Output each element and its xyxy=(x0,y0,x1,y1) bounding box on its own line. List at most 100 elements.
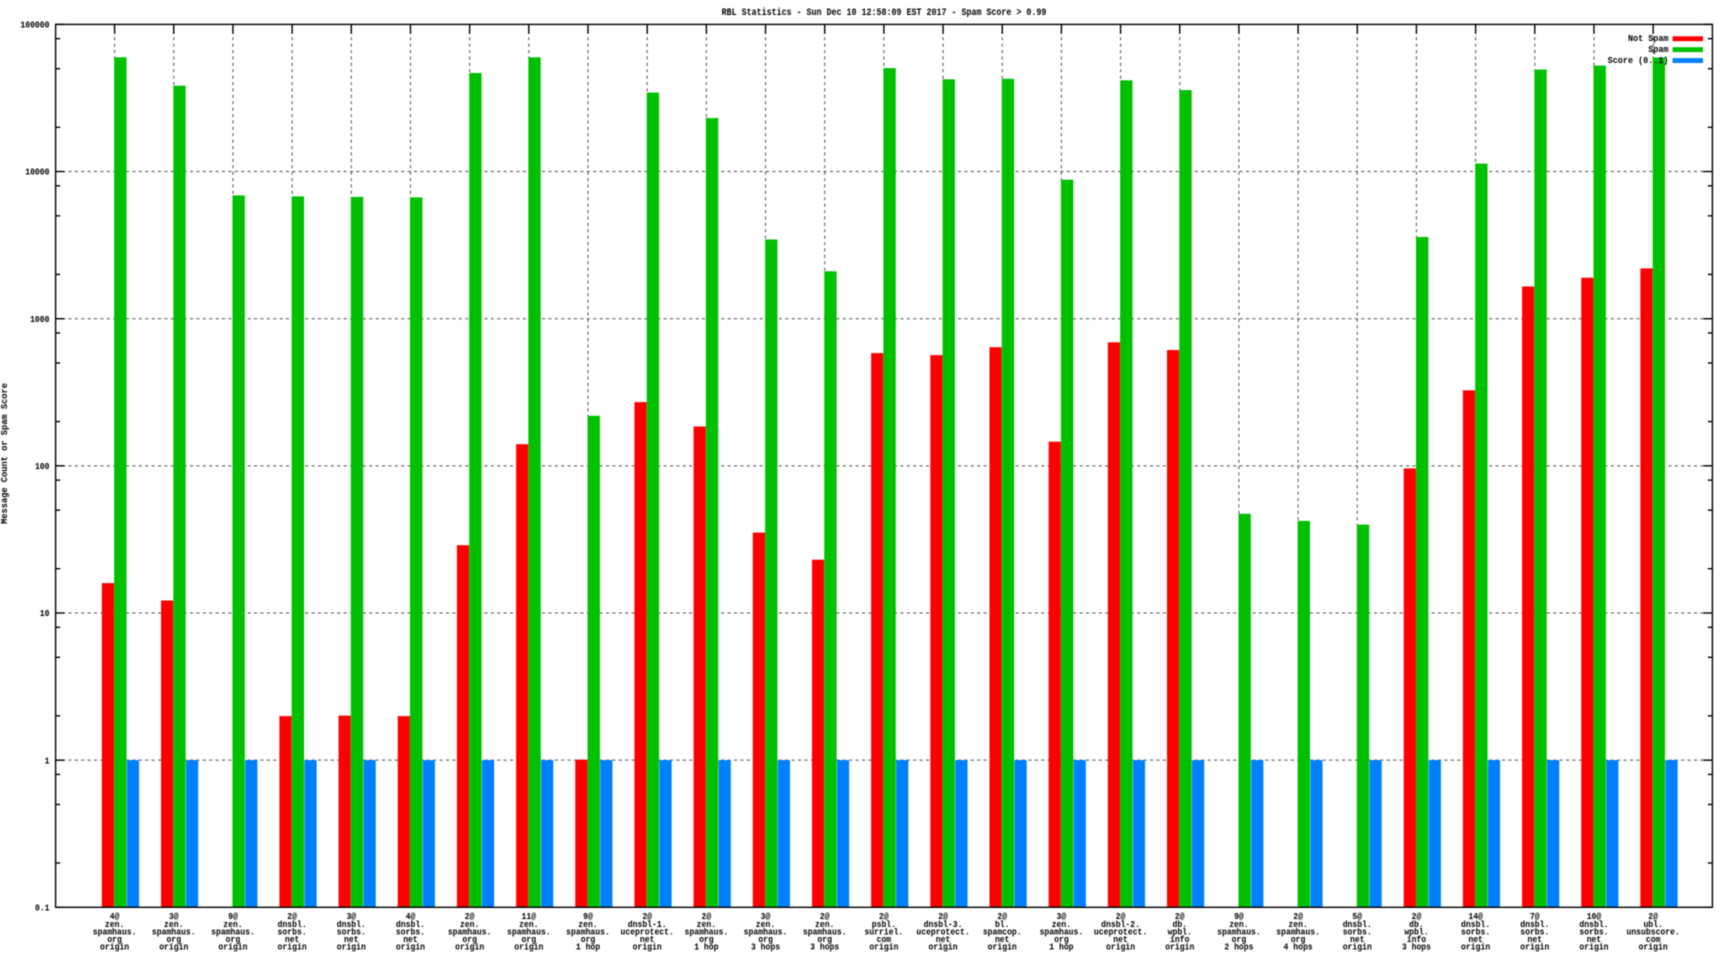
svg-text:spamhaus.: spamhaus. xyxy=(93,927,137,938)
svg-text:origin: origin xyxy=(1165,942,1194,953)
svg-text:1 hop: 1 hop xyxy=(694,942,718,953)
svg-text:10000: 10000 xyxy=(25,167,49,178)
svg-text:net: net xyxy=(995,935,1010,946)
svg-text:1000: 1000 xyxy=(30,314,49,325)
svg-text:dnsbl.: dnsbl. xyxy=(1461,919,1490,930)
svg-text:3@: 3@ xyxy=(761,912,771,923)
svg-text:psbl.: psbl. xyxy=(872,919,896,930)
svg-text:spamhaus.: spamhaus. xyxy=(1217,927,1261,938)
svg-text:2@: 2@ xyxy=(997,912,1007,923)
svg-text:zen.: zen. xyxy=(1229,919,1248,930)
svg-text:zen.: zen. xyxy=(756,919,775,930)
svg-text:14@: 14@ xyxy=(1468,912,1483,923)
svg-text:4@: 4@ xyxy=(110,912,120,923)
svg-text:zen.: zen. xyxy=(223,919,242,930)
svg-text:4@: 4@ xyxy=(406,912,416,923)
svg-text:3@: 3@ xyxy=(1057,912,1067,923)
svg-text:db.: db. xyxy=(1409,919,1424,930)
svg-text:ubl.: ubl. xyxy=(1643,919,1662,930)
svg-text:dnsbl-1.: dnsbl-1. xyxy=(628,919,667,930)
svg-text:origin: origin xyxy=(928,942,957,953)
svg-text:1: 1 xyxy=(45,756,50,767)
svg-text:sorbs.: sorbs. xyxy=(396,927,425,938)
svg-text:sorbs.: sorbs. xyxy=(1461,927,1490,938)
svg-text:uceprotect.: uceprotect. xyxy=(916,927,969,938)
svg-text:sorbs.: sorbs. xyxy=(1579,927,1608,938)
svg-text:wpbl.: wpbl. xyxy=(1168,927,1192,938)
svg-text:uceprotect.: uceprotect. xyxy=(1094,927,1147,938)
svg-text:wpbl.: wpbl. xyxy=(1404,927,1428,938)
svg-text:3@: 3@ xyxy=(346,912,356,923)
svg-text:5@: 5@ xyxy=(1352,912,1362,923)
svg-text:zen.: zen. xyxy=(519,919,538,930)
svg-text:zen.: zen. xyxy=(578,919,597,930)
svg-text:net: net xyxy=(344,935,359,946)
svg-text:dnsbl.: dnsbl. xyxy=(1343,919,1372,930)
svg-text:2@: 2@ xyxy=(1175,912,1185,923)
svg-text:10: 10 xyxy=(40,609,50,620)
svg-text:RBL Statistics - Sun Dec 10 12: RBL Statistics - Sun Dec 10 12:58:09 EST… xyxy=(722,6,1047,18)
svg-text:2@: 2@ xyxy=(1412,912,1422,923)
svg-text:spamhaus.: spamhaus. xyxy=(507,927,551,938)
svg-text:3 hops: 3 hops xyxy=(1402,942,1431,953)
svg-text:org: org xyxy=(462,935,477,946)
svg-text:info: info xyxy=(1170,935,1189,946)
svg-text:com: com xyxy=(1646,935,1661,946)
svg-text:Message Count or Spam Score: Message Count or Spam Score xyxy=(0,383,10,524)
svg-text:spamhaus.: spamhaus. xyxy=(685,927,729,938)
svg-text:origin: origin xyxy=(100,942,129,953)
svg-text:org: org xyxy=(107,935,122,946)
svg-text:9@: 9@ xyxy=(583,912,593,923)
svg-text:net: net xyxy=(936,935,951,946)
svg-text:origin: origin xyxy=(1106,942,1135,953)
svg-text:0.1: 0.1 xyxy=(35,903,50,914)
svg-text:net: net xyxy=(1350,935,1365,946)
svg-text:2@: 2@ xyxy=(938,912,948,923)
svg-text:Not Spam: Not Spam xyxy=(1628,34,1669,44)
svg-text:2 hops: 2 hops xyxy=(1224,942,1253,953)
svg-text:origin: origin xyxy=(218,942,247,953)
svg-text:dnsbl-3.: dnsbl-3. xyxy=(924,919,963,930)
svg-text:surriel.: surriel. xyxy=(864,927,903,938)
svg-text:spamhaus.: spamhaus. xyxy=(152,927,196,938)
svg-text:info: info xyxy=(1407,935,1426,946)
svg-text:origin: origin xyxy=(278,942,307,953)
svg-text:org: org xyxy=(1291,935,1306,946)
svg-text:zen.: zen. xyxy=(105,919,124,930)
svg-text:dnsbl.: dnsbl. xyxy=(337,919,366,930)
svg-text:net: net xyxy=(285,935,300,946)
svg-text:zen.: zen. xyxy=(1052,919,1071,930)
svg-text:2@: 2@ xyxy=(820,912,830,923)
svg-text:2@: 2@ xyxy=(1116,912,1126,923)
svg-text:db.: db. xyxy=(1172,919,1187,930)
svg-text:3 hops: 3 hops xyxy=(751,942,780,953)
svg-text:1 hop: 1 hop xyxy=(576,942,600,953)
svg-text:9@: 9@ xyxy=(228,912,238,923)
svg-text:origin: origin xyxy=(1639,942,1668,953)
svg-text:10@: 10@ xyxy=(1587,912,1602,923)
svg-text:origin: origin xyxy=(337,942,366,953)
svg-text:dnsbl.: dnsbl. xyxy=(1520,919,1549,930)
svg-text:origin: origin xyxy=(159,942,188,953)
svg-text:3@: 3@ xyxy=(169,912,179,923)
svg-text:origin: origin xyxy=(455,942,484,953)
svg-text:org: org xyxy=(166,935,181,946)
svg-text:2@: 2@ xyxy=(287,912,297,923)
svg-text:net: net xyxy=(1113,935,1128,946)
svg-text:Spam: Spam xyxy=(1648,45,1668,55)
svg-text:org: org xyxy=(758,935,773,946)
svg-text:spamhaus.: spamhaus. xyxy=(1040,927,1084,938)
svg-text:com: com xyxy=(877,935,892,946)
svg-text:2@: 2@ xyxy=(465,912,475,923)
svg-text:net: net xyxy=(1468,935,1483,946)
svg-text:spamhaus.: spamhaus. xyxy=(1276,927,1320,938)
svg-text:origin: origin xyxy=(1520,942,1549,953)
svg-text:org: org xyxy=(817,935,832,946)
svg-text:spamhaus.: spamhaus. xyxy=(803,927,847,938)
svg-text:zen.: zen. xyxy=(697,919,716,930)
svg-text:2@: 2@ xyxy=(642,912,652,923)
svg-text:org: org xyxy=(1232,935,1247,946)
svg-text:unsubscore.: unsubscore. xyxy=(1626,927,1679,938)
svg-text:100000: 100000 xyxy=(20,20,49,31)
svg-text:net: net xyxy=(1528,935,1543,946)
